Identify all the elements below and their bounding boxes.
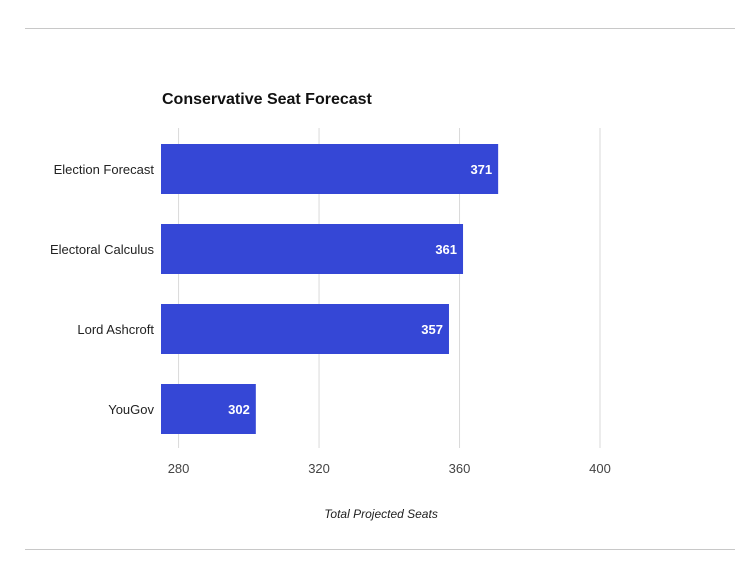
bar — [161, 304, 449, 354]
bar — [161, 384, 256, 434]
data-label: 302 — [228, 402, 250, 417]
data-label: 361 — [435, 242, 457, 257]
bars — [161, 144, 499, 434]
x-tick-label: 320 — [308, 461, 330, 476]
labels: 280 320 360 400 Election Forecast 371 Electora… — [50, 162, 611, 476]
data-label: 357 — [421, 322, 443, 337]
bottom-divider — [25, 549, 735, 550]
category-label: YouGov — [108, 402, 154, 417]
x-tick-label: 360 — [449, 461, 471, 476]
category-label: Electoral Calculus — [50, 242, 155, 257]
x-axis-title: Total Projected Seats — [324, 507, 438, 521]
top-divider — [25, 28, 735, 29]
x-tick-label: 400 — [589, 461, 611, 476]
category-label: Lord Ashcroft — [77, 322, 154, 337]
category-label: Election Forecast — [54, 162, 155, 177]
data-label: 371 — [470, 162, 492, 177]
bar — [161, 144, 499, 194]
x-tick-label: 280 — [168, 461, 190, 476]
chart-title: Conservative Seat Forecast — [162, 91, 373, 108]
bar — [161, 224, 464, 274]
